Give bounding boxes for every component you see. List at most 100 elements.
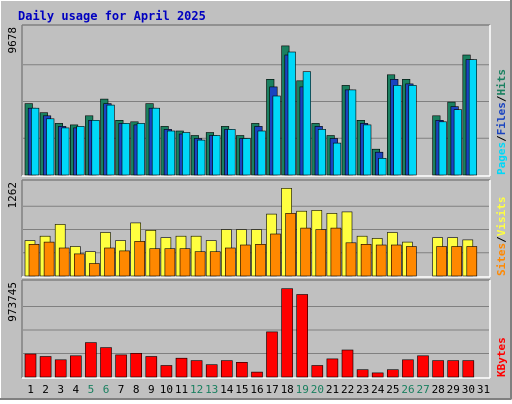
bar-sites-day-10: [164, 248, 176, 277]
bar-sites-day-1: [28, 244, 40, 277]
bar-kbytes-day-8: [130, 352, 142, 378]
bar-sites-day-22: [345, 242, 357, 277]
x-tick-label-11: 11: [175, 383, 188, 396]
bar-pages-day-12: [197, 139, 206, 176]
bar-pages-day-18: [287, 51, 296, 176]
bar-kbytes-day-14: [221, 360, 233, 378]
bar-sites-day-16: [255, 244, 266, 277]
bar-pages-day-5: [91, 120, 100, 176]
bar-sites-day-13: [209, 251, 221, 277]
bar-kbytes-day-26: [402, 359, 414, 378]
x-tick-label-19: 19: [296, 383, 309, 396]
bar-pages-day-8: [136, 123, 145, 176]
bar-kbytes-day-18: [281, 288, 293, 378]
bar-sites-day-4: [74, 253, 85, 277]
bar-kbytes-day-28: [432, 360, 444, 378]
bar-kbytes-day-25: [386, 369, 399, 378]
x-tick-label-14: 14: [220, 383, 234, 396]
x-tick-label-2: 2: [42, 383, 49, 396]
x-tick-label-30: 30: [462, 383, 475, 396]
bar-pages-day-9: [151, 107, 160, 176]
bar-sites-day-2: [43, 241, 55, 277]
bar-kbytes-day-23: [356, 369, 369, 378]
bar-kbytes-day-2: [39, 356, 52, 378]
bar-kbytes-day-6: [100, 347, 112, 378]
bar-pages-day-11: [182, 132, 191, 176]
bar-kbytes-day-11: [175, 357, 188, 378]
x-tick-label-4: 4: [72, 383, 79, 396]
bar-pages-day-2: [46, 118, 55, 176]
legend-separator: /: [495, 135, 508, 142]
bar-sites-day-14: [225, 247, 236, 277]
x-tick-label-12: 12: [190, 383, 203, 396]
x-tick-label-7: 7: [118, 383, 125, 396]
bar-kbytes-day-30: [462, 360, 475, 378]
bar-pages-day-17: [272, 95, 281, 176]
bar-sites-day-8: [134, 241, 145, 277]
bar-kbytes-day-19: [296, 294, 309, 378]
chart-title: Daily usage for April 2025: [18, 9, 206, 23]
x-tick-label-29: 29: [447, 383, 460, 396]
x-tick-label-22: 22: [341, 383, 354, 396]
bar-pages-day-7: [121, 123, 130, 176]
x-tick-label-18: 18: [281, 383, 294, 396]
x-axis-tick-labels: 1 2 3 4 5 6 7 8 9 10 11 12 13 14 15 16 17 18 19 20 21 22 23 24 2…: [27, 383, 490, 396]
bar-kbytes-day-20: [311, 365, 324, 378]
bar-sites-day-26: [406, 246, 417, 277]
x-tick-label-13: 13: [205, 383, 218, 396]
bar-sites-day-21: [330, 227, 342, 277]
x-tick-label-27: 27: [416, 383, 429, 396]
y-axis-max-label: 973745: [6, 282, 19, 322]
bar-kbytes-day-13: [205, 364, 218, 378]
panel-visits-sites: 1262 Sites/Visits: [6, 179, 508, 278]
legend-separator: /: [495, 95, 508, 102]
x-tick-label-16: 16: [250, 383, 263, 396]
bar-kbytes-day-24: [371, 372, 384, 378]
legend-separator: /: [495, 236, 508, 243]
bar-sites-day-20: [315, 229, 327, 277]
x-tick-label-15: 15: [235, 383, 248, 396]
bar-sites-day-11: [179, 248, 191, 277]
bar-kbytes-day-5: [85, 342, 97, 378]
bar-sites-day-24: [375, 244, 387, 277]
x-tick-label-23: 23: [356, 383, 369, 396]
y-axis-max-label: 9678: [6, 27, 19, 54]
bar-pages-day-22: [348, 89, 357, 176]
bar-kbytes-day-4: [70, 355, 82, 378]
bar-sites-day-28: [436, 246, 447, 277]
bar-pages-day-16: [257, 130, 266, 176]
bar-pages-day-13: [212, 135, 221, 176]
bar-kbytes-day-7: [115, 354, 127, 378]
x-tick-label-6: 6: [103, 383, 110, 396]
bar-pages-day-24: [378, 158, 387, 176]
bar-sites-day-19: [300, 227, 312, 277]
bar-pages-day-14: [227, 129, 236, 176]
x-tick-label-17: 17: [265, 383, 278, 396]
bar-sites-day-18: [285, 213, 296, 277]
bar-kbytes-day-12: [190, 360, 203, 378]
bar-kbytes-day-1: [24, 353, 37, 378]
bar-sites-day-17: [270, 233, 281, 277]
x-tick-label-21: 21: [326, 383, 339, 396]
legend-entry-hits: Hits: [495, 69, 508, 96]
bar-kbytes-day-3: [54, 359, 67, 378]
x-tick-label-31: 31: [477, 383, 490, 396]
legend-entry-pages: Pages: [495, 142, 508, 175]
bar-pages-day-19: [302, 71, 311, 176]
bar-kbytes-day-16: [251, 371, 263, 378]
bar-kbytes-day-9: [145, 356, 158, 378]
bar-kbytes-day-21: [326, 358, 339, 378]
bar-sites-day-15: [240, 244, 251, 277]
x-tick-label-8: 8: [133, 383, 140, 396]
bar-pages-day-26: [408, 85, 417, 176]
legend-entry-visits: Visits: [495, 197, 508, 237]
x-tick-label-10: 10: [160, 383, 173, 396]
bar-kbytes-day-15: [236, 361, 248, 378]
bar-kbytes-day-29: [447, 360, 460, 378]
bar-sites-day-7: [119, 250, 130, 277]
x-tick-label-24: 24: [371, 383, 385, 396]
bar-pages-day-1: [31, 107, 40, 176]
x-tick-label-20: 20: [311, 383, 324, 396]
